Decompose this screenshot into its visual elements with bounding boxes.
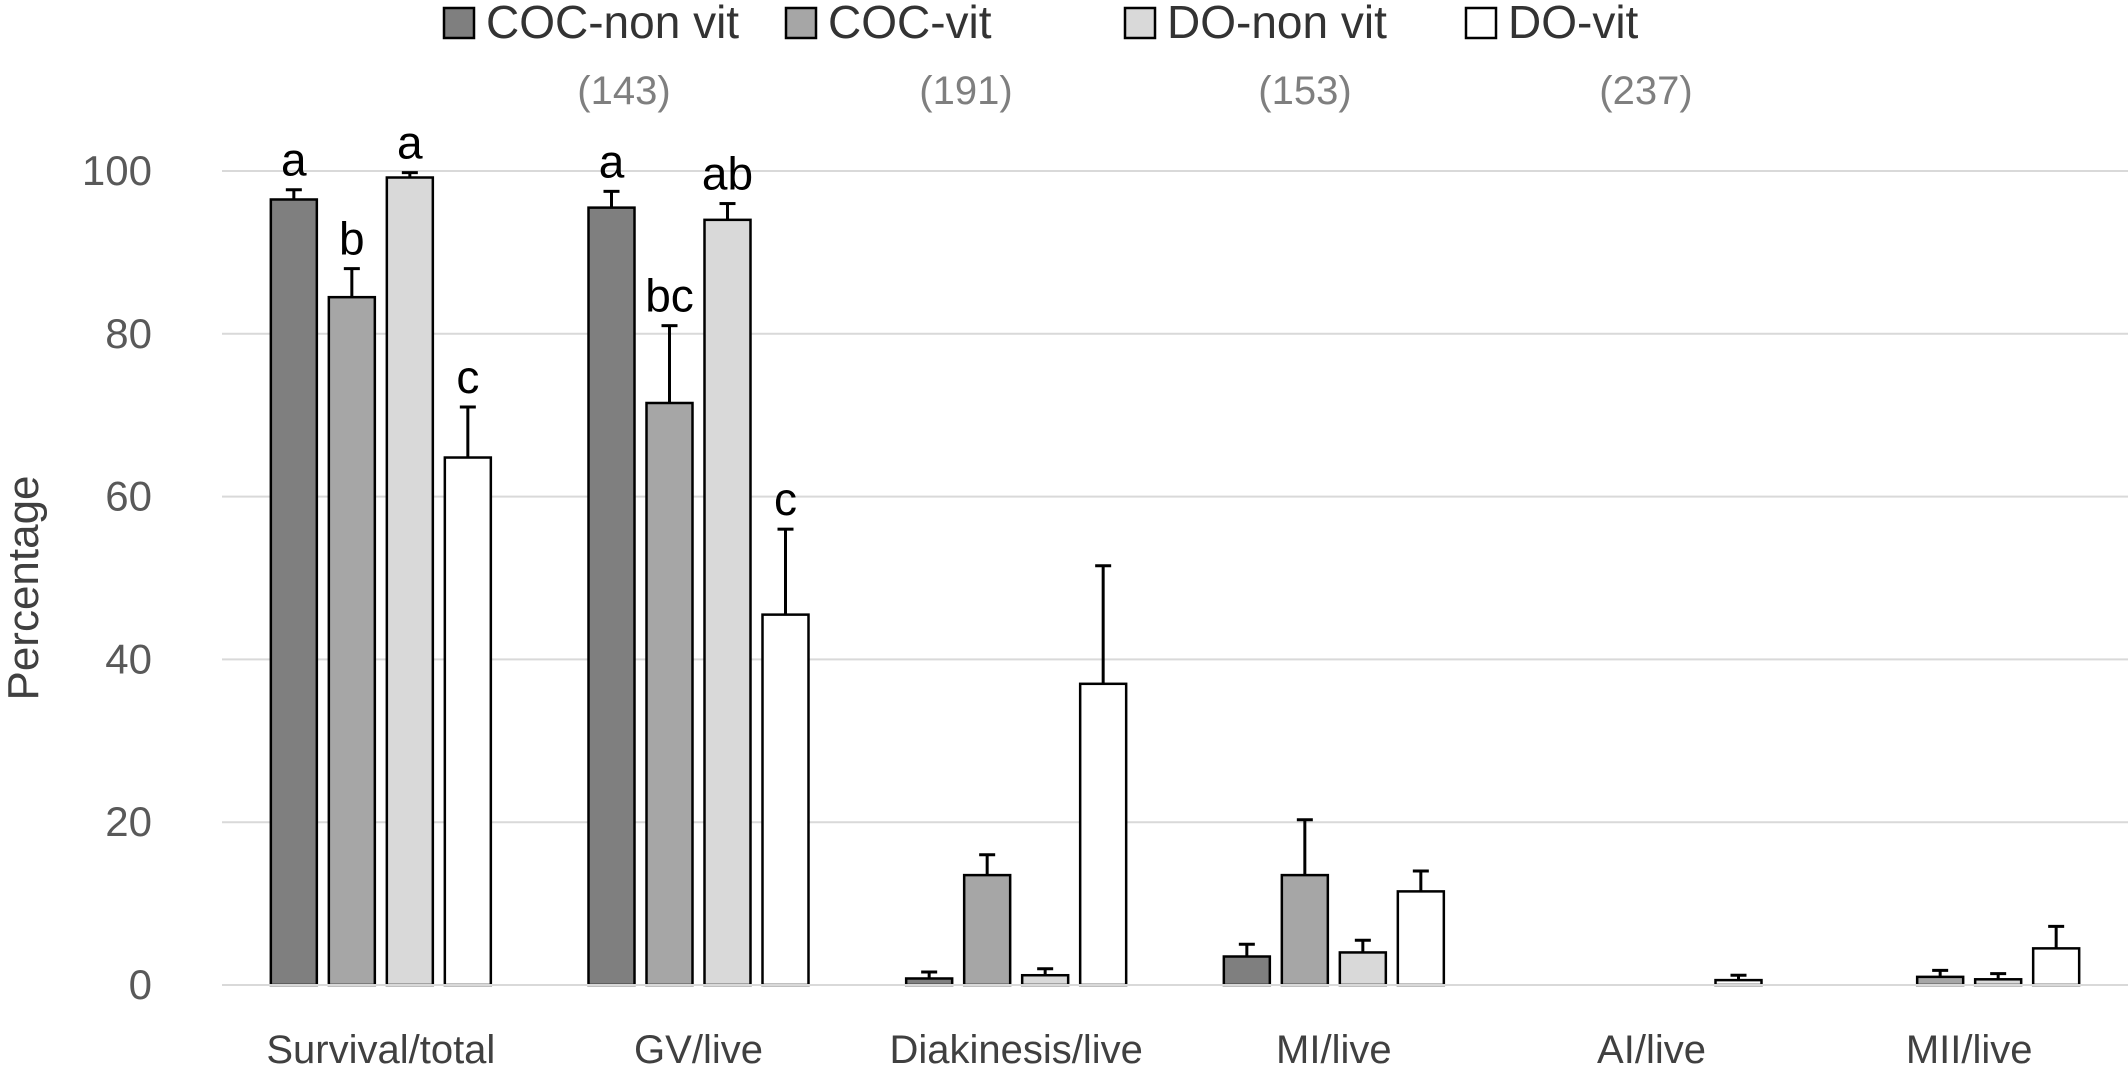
bar-2-3	[1338, 951, 1388, 987]
category-label: Diakinesis/live	[889, 1028, 1142, 1072]
legend-swatch-3	[1464, 6, 1498, 40]
legend-label: DO-vit	[1508, 0, 1639, 48]
legend-swatch-1	[784, 6, 818, 40]
legend-swatch-2	[1123, 6, 1157, 40]
significance-label: ab	[702, 148, 753, 200]
legend-sample-size: (153)	[1258, 69, 1351, 113]
y-axis-title: Percentage	[0, 475, 48, 700]
bar-0-1	[587, 206, 636, 987]
y-tick-label: 60	[105, 473, 152, 520]
bar-3-0	[443, 456, 493, 987]
bar-1-3	[1280, 873, 1330, 987]
bar-0-0	[269, 198, 319, 987]
significance-label: a	[397, 117, 423, 169]
significance-label: a	[281, 134, 307, 186]
legend-sample-size: (143)	[577, 69, 670, 113]
legend-label: DO-non vit	[1167, 0, 1387, 48]
significance-label: b	[339, 213, 365, 265]
bars	[269, 176, 2081, 987]
bar-2-1	[703, 218, 752, 987]
significance-label: c	[456, 351, 479, 403]
legend-label: COC-non vit	[486, 0, 739, 48]
axes: 0 20 40 60 80 100 Survival/total GV/live Diakine…	[82, 147, 2128, 1072]
legend-sample-size: (191)	[919, 69, 1012, 113]
legend-swatch-0	[442, 6, 476, 40]
significance-label: bc	[645, 270, 694, 322]
y-tick-label: 0	[129, 961, 152, 1008]
category-label: MI/live	[1276, 1028, 1392, 1072]
y-tick-label: 100	[82, 147, 152, 194]
bar-3-5	[2031, 947, 2081, 987]
bar-0-3	[1222, 955, 1272, 987]
category-label: AI/live	[1597, 1028, 1706, 1072]
significance-label: c	[774, 473, 797, 525]
y-tick-label: 20	[105, 798, 152, 845]
bar-1-5	[1915, 975, 1965, 987]
gridlines	[222, 170, 2128, 986]
bar-1-1	[645, 401, 694, 987]
y-tick-label: 80	[105, 310, 152, 357]
bar-2-2	[1020, 973, 1070, 987]
bar-1-2	[962, 873, 1012, 987]
y-tick-label: 40	[105, 635, 152, 682]
bar-3-2	[1078, 682, 1128, 987]
significance-label: a	[599, 135, 625, 187]
legend: COC-non vit (143) COC-vit (191) DO-non vit (1…	[442, 0, 1693, 113]
bar-3-1	[761, 613, 810, 987]
error-bars	[285, 171, 2065, 981]
legend-sample-size: (237)	[1599, 69, 1692, 113]
category-label: MII/live	[1906, 1028, 2033, 1072]
bar-1-0	[327, 295, 377, 987]
bar-3-3	[1396, 890, 1446, 987]
category-label: GV/live	[634, 1028, 763, 1072]
category-label: Survival/total	[266, 1028, 495, 1072]
bar-2-0	[385, 176, 435, 987]
legend-label: COC-vit	[828, 0, 992, 48]
